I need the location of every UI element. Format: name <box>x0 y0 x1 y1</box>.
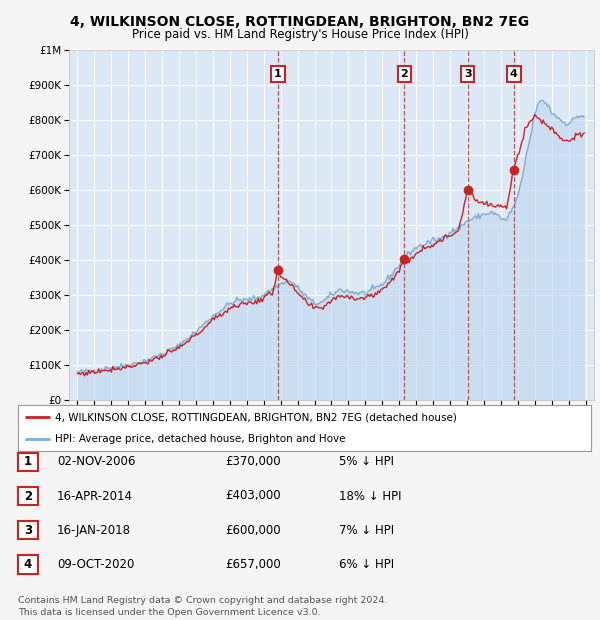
Text: Contains HM Land Registry data © Crown copyright and database right 2024.
This d: Contains HM Land Registry data © Crown c… <box>18 596 388 617</box>
Text: 2: 2 <box>400 69 408 79</box>
Text: 5% ↓ HPI: 5% ↓ HPI <box>339 456 394 468</box>
Text: £600,000: £600,000 <box>225 524 281 536</box>
Text: 2: 2 <box>24 490 32 502</box>
Text: 4, WILKINSON CLOSE, ROTTINGDEAN, BRIGHTON, BN2 7EG (detached house): 4, WILKINSON CLOSE, ROTTINGDEAN, BRIGHTO… <box>55 412 457 422</box>
Text: Price paid vs. HM Land Registry's House Price Index (HPI): Price paid vs. HM Land Registry's House … <box>131 28 469 40</box>
Text: 16-APR-2014: 16-APR-2014 <box>57 490 133 502</box>
Text: 4: 4 <box>24 558 32 570</box>
Text: 4, WILKINSON CLOSE, ROTTINGDEAN, BRIGHTON, BN2 7EG: 4, WILKINSON CLOSE, ROTTINGDEAN, BRIGHTO… <box>70 15 530 29</box>
Text: 18% ↓ HPI: 18% ↓ HPI <box>339 490 401 502</box>
Text: 1: 1 <box>274 69 282 79</box>
Text: £370,000: £370,000 <box>225 456 281 468</box>
Text: 7% ↓ HPI: 7% ↓ HPI <box>339 524 394 536</box>
Text: 3: 3 <box>464 69 472 79</box>
Text: 09-OCT-2020: 09-OCT-2020 <box>57 558 134 570</box>
Text: £403,000: £403,000 <box>225 490 281 502</box>
Text: 3: 3 <box>24 524 32 536</box>
Text: 16-JAN-2018: 16-JAN-2018 <box>57 524 131 536</box>
Text: 4: 4 <box>510 69 518 79</box>
Text: 1: 1 <box>24 456 32 468</box>
Text: £657,000: £657,000 <box>225 558 281 570</box>
Text: 02-NOV-2006: 02-NOV-2006 <box>57 456 136 468</box>
Text: 6% ↓ HPI: 6% ↓ HPI <box>339 558 394 570</box>
Text: HPI: Average price, detached house, Brighton and Hove: HPI: Average price, detached house, Brig… <box>55 434 346 444</box>
